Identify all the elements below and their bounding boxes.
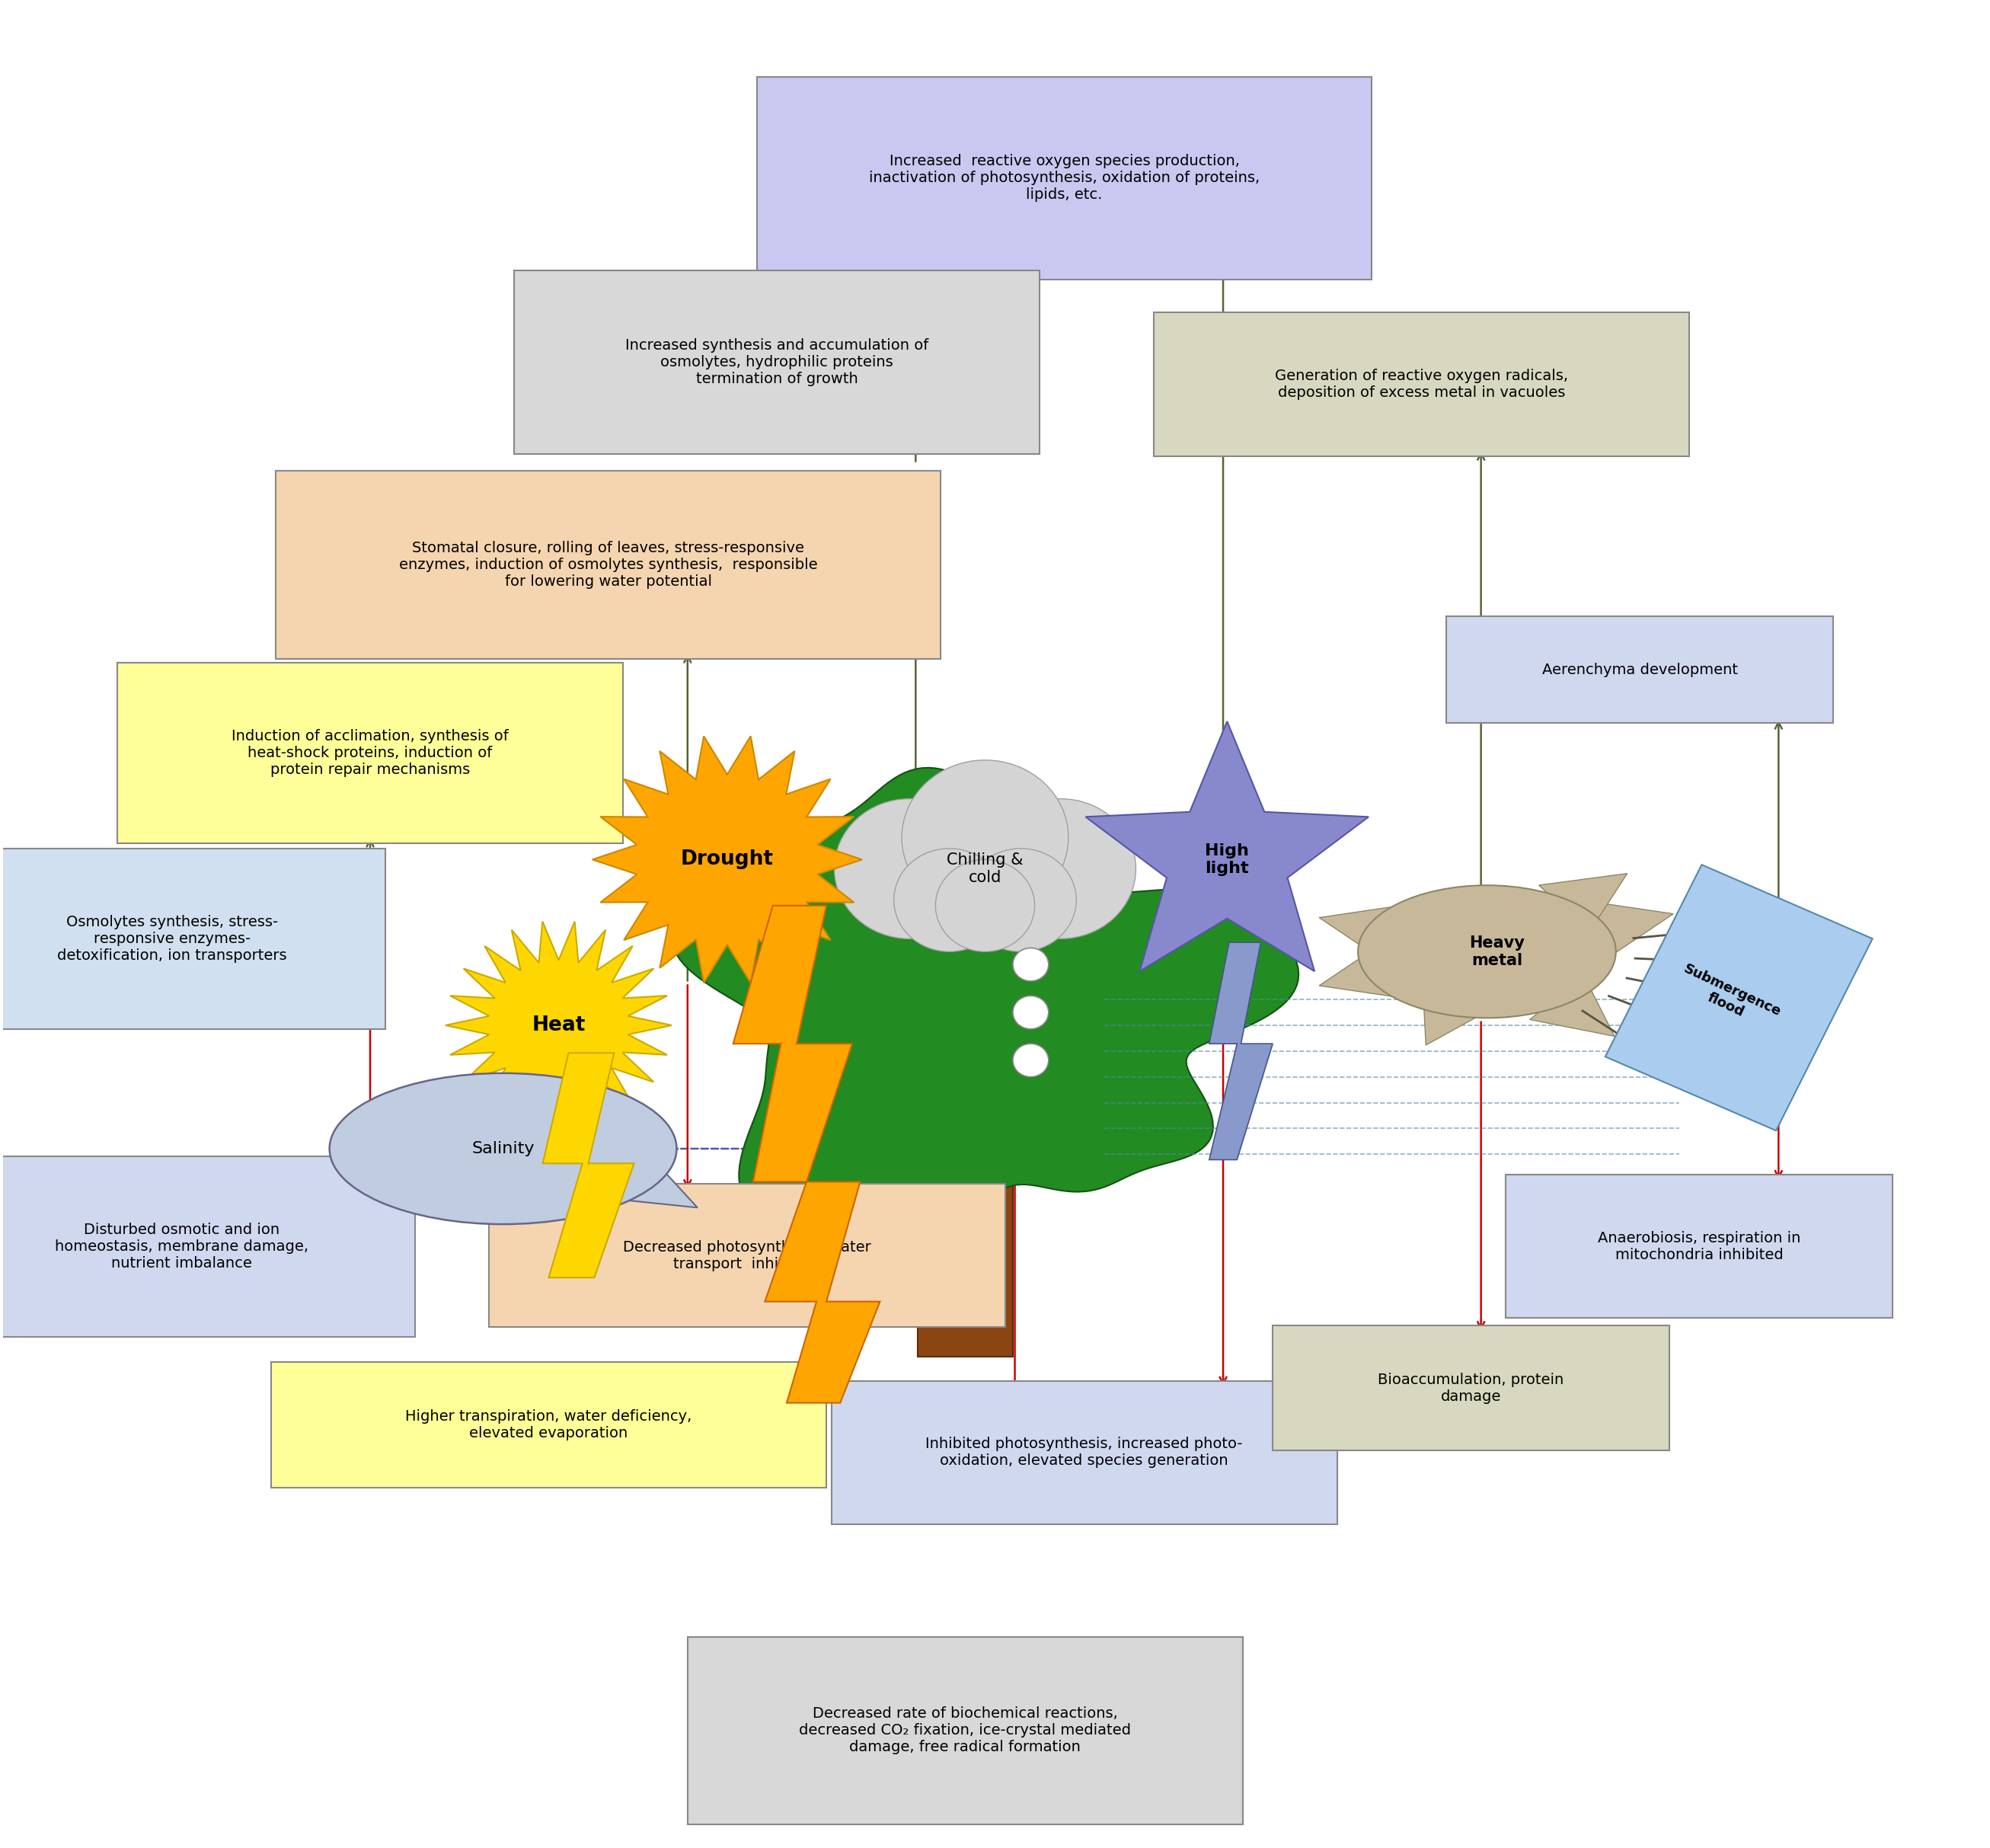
FancyBboxPatch shape (756, 78, 1371, 279)
FancyBboxPatch shape (0, 848, 384, 1029)
FancyBboxPatch shape (271, 1362, 826, 1488)
FancyBboxPatch shape (1154, 312, 1690, 456)
Text: Salinity: Salinity (472, 1140, 535, 1157)
Text: Osmolytes synthesis, stress-
responsive enzymes-
detoxification, ion transporter: Osmolytes synthesis, stress- responsive … (58, 915, 287, 963)
Text: Inhibited photosynthesis, increased photo-
oxidation, elevated species generatio: Inhibited photosynthesis, increased phot… (925, 1438, 1244, 1467)
Polygon shape (1538, 874, 1628, 931)
Ellipse shape (330, 1074, 677, 1223)
Text: Chilling &
cold: Chilling & cold (947, 852, 1023, 885)
Polygon shape (627, 1159, 696, 1207)
FancyBboxPatch shape (832, 1380, 1337, 1525)
FancyBboxPatch shape (277, 471, 941, 658)
Text: Disturbed osmotic and ion
homeostasis, membrane damage,
nutrient imbalance: Disturbed osmotic and ion homeostasis, m… (56, 1222, 308, 1270)
Ellipse shape (1357, 885, 1616, 1018)
Polygon shape (1319, 942, 1405, 998)
Polygon shape (1423, 994, 1483, 1046)
FancyBboxPatch shape (513, 270, 1039, 455)
FancyBboxPatch shape (687, 1637, 1244, 1824)
Text: Generation of reactive oxygen radicals,
deposition of excess metal in vacuoles: Generation of reactive oxygen radicals, … (1276, 370, 1568, 399)
Text: Decreased photosynthesis, water
transport  inhibition: Decreased photosynthesis, water transpor… (623, 1240, 872, 1271)
Text: Higher transpiration, water deficiency,
elevated evaporation: Higher transpiration, water deficiency, … (406, 1410, 693, 1441)
Circle shape (985, 798, 1136, 939)
Text: Anaerobiosis, respiration in
mitochondria inhibited: Anaerobiosis, respiration in mitochondri… (1598, 1231, 1801, 1262)
Polygon shape (543, 1053, 635, 1277)
Text: Heavy
metal: Heavy metal (1469, 935, 1524, 968)
Text: Increased synthesis and accumulation of
osmolytes, hydrophilic proteins
terminat: Increased synthesis and accumulation of … (625, 338, 929, 386)
Text: Submergence
flood: Submergence flood (1676, 961, 1783, 1033)
Bar (917, 1063, 1013, 1356)
Text: Increased  reactive oxygen species production,
inactivation of photosynthesis, o: Increased reactive oxygen species produc… (870, 153, 1260, 201)
Text: High
light: High light (1206, 843, 1250, 876)
FancyBboxPatch shape (1506, 1175, 1892, 1318)
Circle shape (1013, 996, 1049, 1029)
Text: Aerenchyma development: Aerenchyma development (1542, 663, 1737, 676)
Polygon shape (764, 1183, 880, 1403)
FancyBboxPatch shape (1274, 1325, 1670, 1451)
FancyBboxPatch shape (490, 1185, 1005, 1327)
Circle shape (834, 798, 985, 939)
Circle shape (894, 848, 1005, 952)
Polygon shape (1578, 900, 1674, 963)
Polygon shape (1606, 865, 1873, 1131)
Polygon shape (1319, 906, 1405, 961)
FancyBboxPatch shape (1447, 617, 1833, 723)
Circle shape (1013, 1044, 1049, 1077)
Text: Drought: Drought (681, 850, 774, 869)
Text: Stomatal closure, rolling of leaves, stress-responsive
enzymes, induction of osm: Stomatal closure, rolling of leaves, str… (398, 541, 818, 590)
FancyBboxPatch shape (117, 662, 623, 843)
Text: Heat: Heat (531, 1015, 585, 1035)
Polygon shape (1087, 721, 1369, 972)
Text: Bioaccumulation, protein
damage: Bioaccumulation, protein damage (1377, 1373, 1564, 1404)
Circle shape (901, 760, 1069, 915)
Circle shape (935, 859, 1035, 952)
Polygon shape (673, 767, 1299, 1223)
Text: Decreased rate of biochemical reactions,
decreased CO₂ fixation, ice-crystal med: Decreased rate of biochemical reactions,… (800, 1708, 1130, 1754)
FancyBboxPatch shape (0, 1157, 414, 1336)
Polygon shape (1210, 942, 1274, 1161)
Circle shape (1013, 948, 1049, 981)
Polygon shape (446, 922, 673, 1129)
Text: Induction of acclimation, synthesis of
heat-shock proteins, induction of
protein: Induction of acclimation, synthesis of h… (231, 728, 509, 776)
Polygon shape (1530, 978, 1614, 1037)
Polygon shape (732, 906, 852, 1183)
Polygon shape (593, 736, 862, 983)
Circle shape (965, 848, 1077, 952)
